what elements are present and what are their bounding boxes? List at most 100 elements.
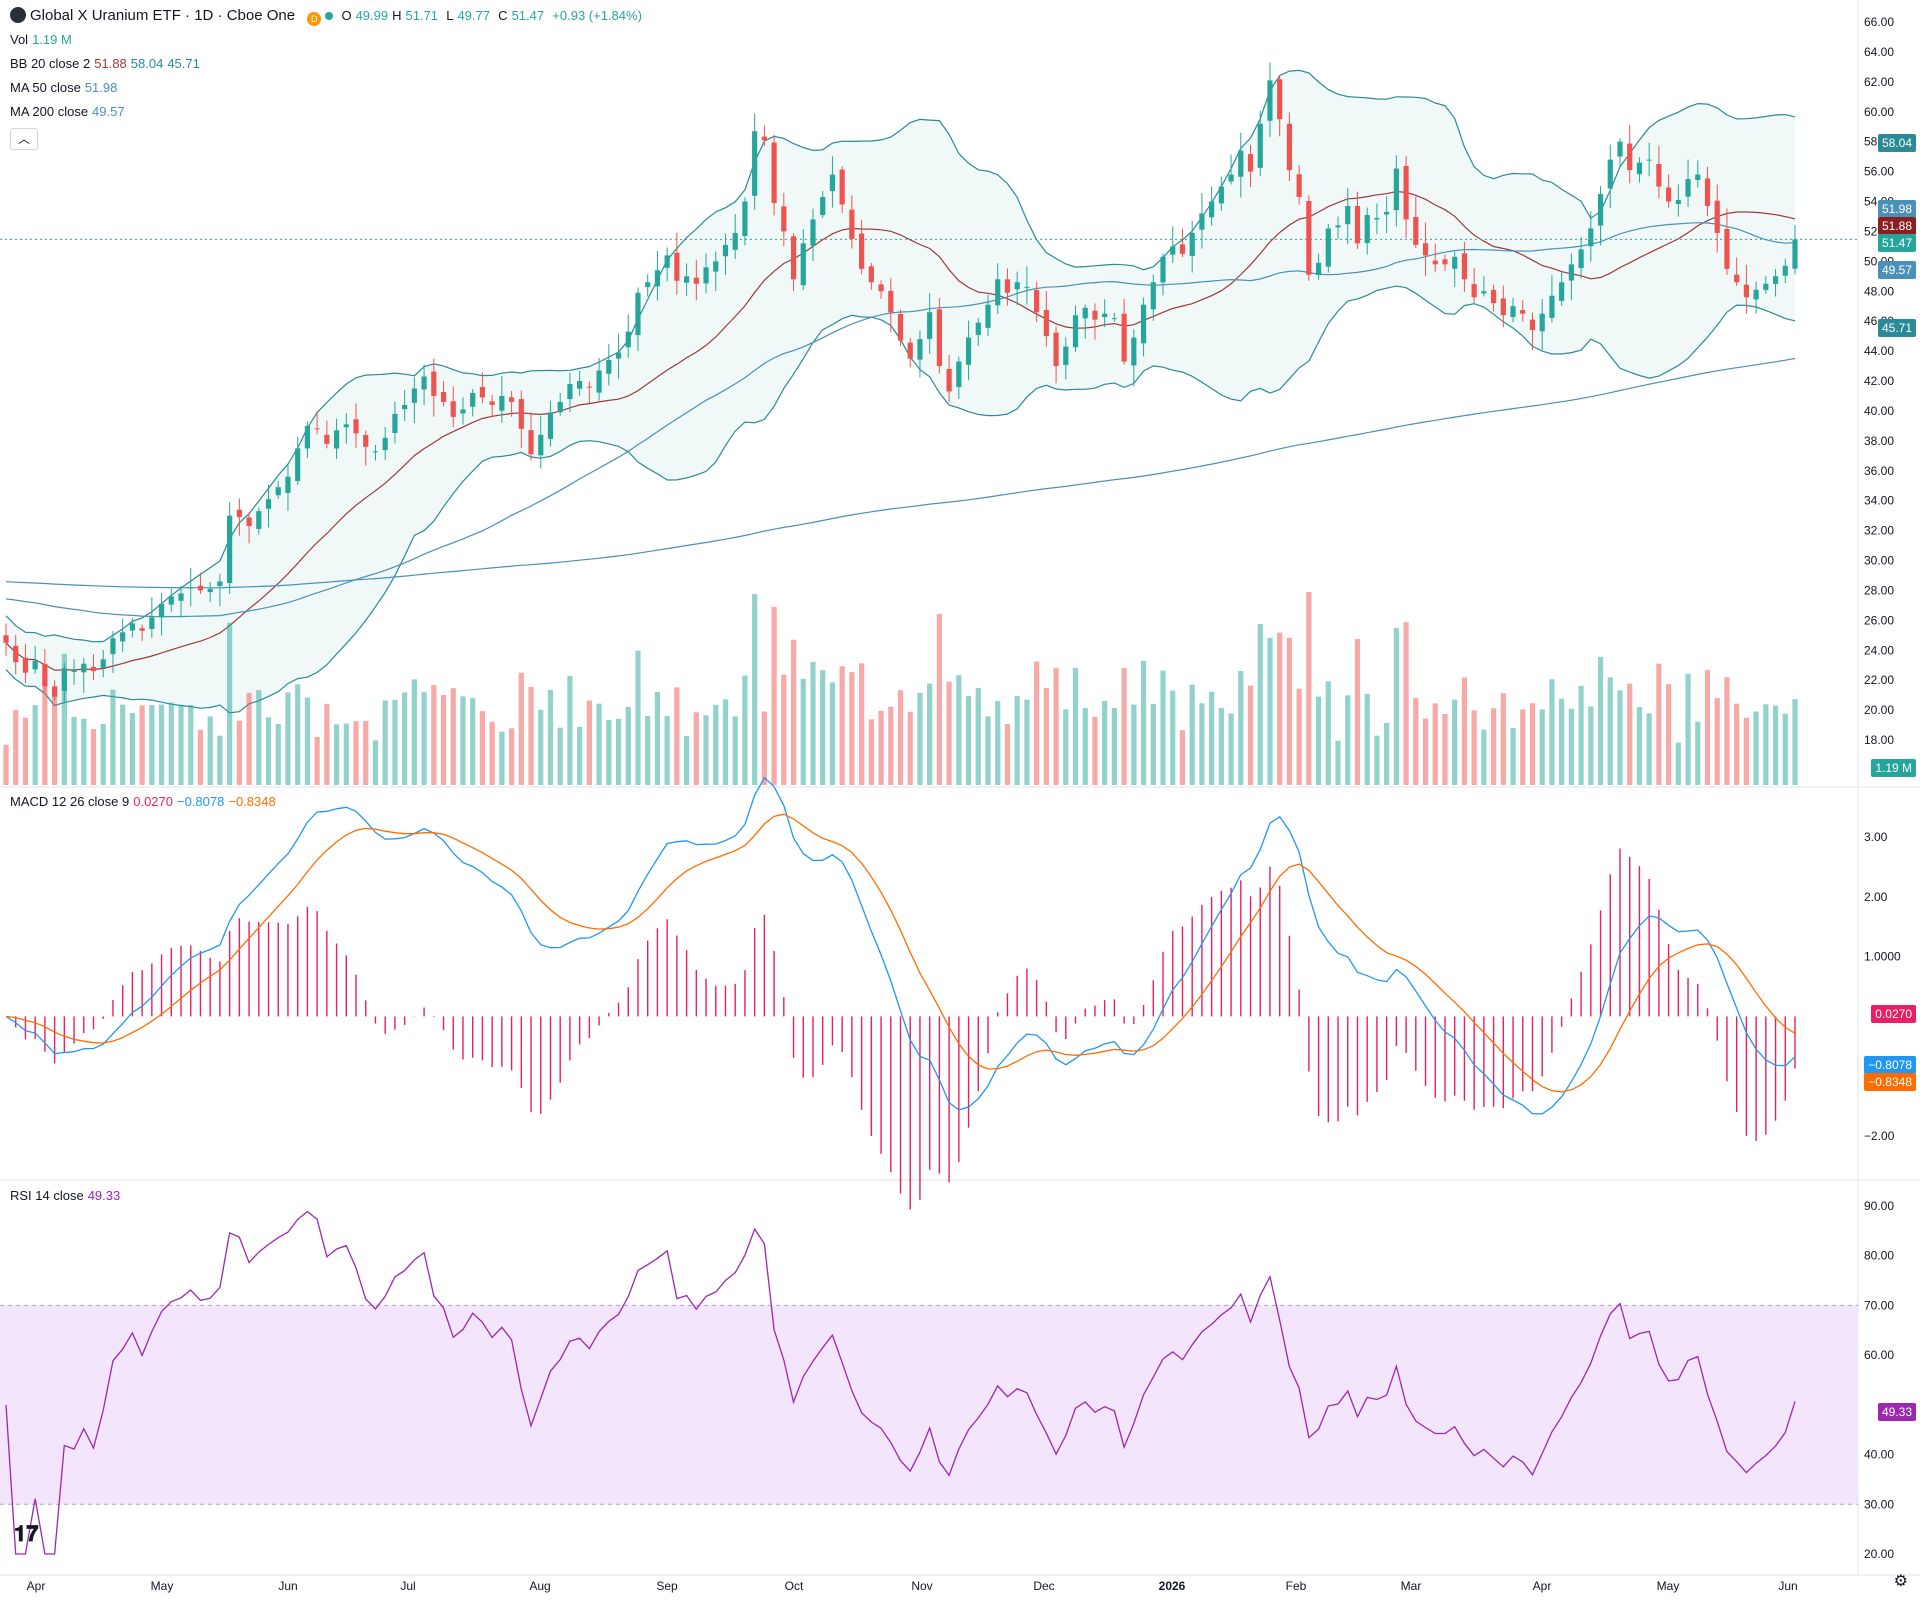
volume-bar [1617,690,1623,785]
rsi-axis-tick: 20.00 [1864,1547,1894,1561]
volume-bar [1734,703,1740,785]
candle-body [528,430,534,455]
volume-bar [1102,700,1108,785]
candle-body [1743,284,1749,298]
collapse-legend-button[interactable]: ︿ [10,128,38,150]
volume-legend[interactable]: Vol 1.19 M [10,31,76,49]
ma200-legend[interactable]: MA 200 close 49.57 [10,103,129,121]
volume-bar [878,710,884,785]
volume-bar [1607,677,1613,785]
symbol-logo-icon [10,7,26,23]
volume-bar [985,716,991,785]
volume-bar [1043,687,1049,785]
candle-body [1238,150,1244,177]
volume-bar [713,704,719,785]
price-axis-tick: 44.00 [1864,344,1894,358]
volume-bar [1296,688,1302,785]
volume-bar [1228,713,1234,785]
volume-bar [236,720,242,785]
volume-bar [839,666,845,785]
macd-line-value: −0.8078 [177,794,225,809]
ma200-price-box: 49.57 [1877,261,1916,279]
price-axis-tick: 36.00 [1864,464,1894,478]
candle-body [1724,228,1730,269]
candle-body [1714,200,1720,233]
volume-bar [1792,699,1798,785]
volume-bar [927,683,933,785]
volume-bar [197,729,204,785]
symbol-name[interactable]: Global X Uranium ETF · 1D · Cboe One [30,7,296,24]
candle-body [1422,243,1429,256]
price-axis-tick: 28.00 [1864,583,1894,597]
volume-bar [1782,713,1788,785]
volume-bar [936,614,942,785]
volume-bar [1072,667,1079,785]
ma50-legend[interactable]: MA 50 close 51.98 [10,79,121,97]
candle-body [1432,260,1438,265]
candle-body [1354,205,1361,244]
candle-body [1597,194,1604,226]
volume-bar [1578,685,1584,785]
candle-body [479,387,486,398]
gear-icon[interactable]: ⚙ [1893,1573,1908,1590]
volume-bar [295,684,301,785]
volume-bar [431,685,437,785]
time-axis-tick: Aug [529,1579,550,1593]
volume-bar [1646,713,1652,785]
candle-body [13,645,19,663]
candle-body [1549,295,1555,318]
candle-body [946,368,952,392]
volume-value: 1.19 M [32,32,72,47]
volume-bar [1004,724,1011,785]
volume-bar [227,622,233,785]
volume-bar [61,653,67,785]
bb-legend[interactable]: BB 20 close 2 51.88 58.04 45.71 [10,55,204,73]
volume-bar [324,703,330,785]
candle-body [936,309,942,367]
candle-body [547,412,554,439]
low-label: L [446,8,454,23]
volume-bar [557,727,563,785]
rsi-legend[interactable]: RSI 14 close 49.33 [10,1187,124,1205]
candle-body [1772,276,1779,284]
volume-bar [518,672,524,785]
candle-body [800,243,806,286]
volume-bar [1403,622,1409,785]
candle-body [1140,304,1147,344]
time-axis-tick: Jul [400,1579,415,1593]
volume-bar [1189,684,1195,785]
rsi-axis-tick: 80.00 [1864,1249,1894,1263]
volume-bar [995,701,1001,785]
volume-bar [547,689,554,785]
candle-body [1374,217,1380,220]
volume-bar [1111,708,1118,785]
tradingview-logo-icon[interactable]: 𝟏𝟕 [14,1522,39,1547]
candle-body [518,399,524,429]
volume-bar [849,672,855,785]
candle-body [197,585,204,591]
candle-body [849,209,855,239]
volume-bar [654,692,661,785]
volume-bar [1160,670,1166,785]
macd-label: MACD 12 26 close 9 [10,794,130,809]
price-axis-tick: 20.00 [1864,703,1894,717]
candle-body [1160,256,1166,283]
ma50-price-box: 51.98 [1877,200,1916,218]
volume-bar [1063,709,1069,785]
volume-bar [508,728,515,785]
candle-body [1170,246,1176,255]
candle-body [382,437,388,451]
symbol-legend: Global X Uranium ETF · 1D · Cboe One D O… [10,7,646,26]
candle-body [985,304,991,328]
volume-bar [538,709,544,785]
volume-bar [265,717,272,785]
volume-bar [1179,730,1186,785]
volume-bar [732,716,738,785]
volume-bar [1704,670,1711,785]
volume-bar [1024,699,1030,785]
candle-body [32,660,38,670]
macd-legend[interactable]: MACD 12 26 close 9 0.0270 −0.8078 −0.8348 [10,793,280,811]
candle-body [508,397,515,402]
candle-body [1267,80,1273,121]
